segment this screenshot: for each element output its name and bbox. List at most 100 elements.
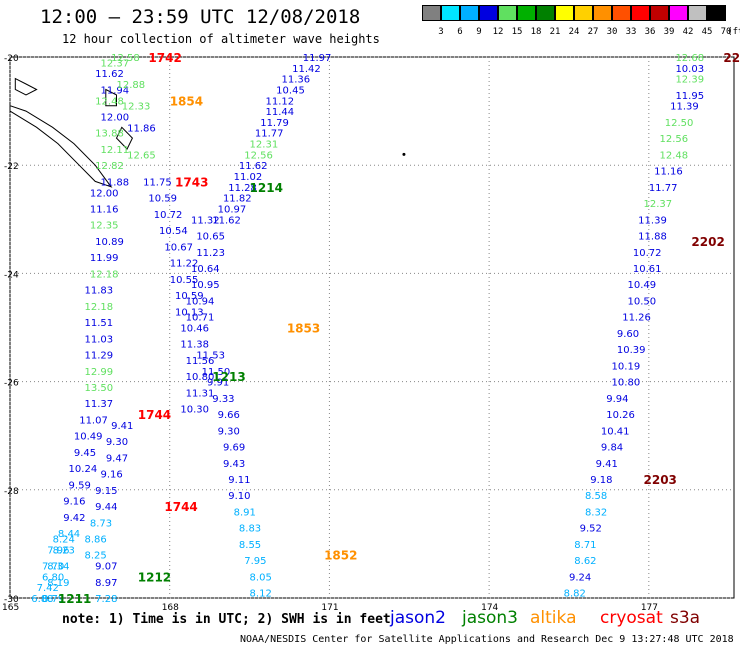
swh-value: 12.00 — [101, 113, 130, 124]
swh-value: 8.55 — [239, 540, 261, 551]
colorbar-swatch — [574, 5, 593, 21]
swh-value: 11.39 — [670, 102, 699, 113]
swh-value: 10.72 — [633, 248, 662, 259]
colorbar-swatch — [707, 5, 726, 21]
colorbar-swatch — [479, 5, 498, 21]
swh-value: 10.24 — [69, 464, 98, 475]
swh-value: 11.62 — [95, 69, 124, 80]
swh-value: 6.88 — [31, 594, 53, 605]
swh-value: 11.36 — [282, 75, 311, 86]
lon-label: 177 — [641, 603, 658, 613]
swh-value: 12.39 — [675, 75, 704, 86]
swh-value: 10.71 — [186, 313, 215, 324]
swh-value: 11.02 — [234, 172, 263, 183]
swh-value: 8.19 — [47, 578, 69, 589]
swh-value: 9.66 — [218, 410, 240, 421]
track-time-label: 1742 — [148, 51, 181, 65]
colorbar-label: 27 — [587, 27, 599, 37]
track-time-label: 1214 — [250, 181, 283, 195]
satellite-legend-s3a: s3a — [670, 608, 701, 628]
swh-value: 7.95 — [244, 556, 266, 567]
swh-value: 12.56 — [659, 134, 688, 145]
map-frame — [9, 56, 735, 599]
swh-value: 10.97 — [218, 204, 247, 215]
coastline — [105, 88, 117, 107]
swh-value: 9.52 — [580, 524, 602, 535]
swh-value: 12.37 — [644, 199, 673, 210]
swh-value: 7.70 — [42, 562, 64, 573]
colorbar-swatch — [536, 5, 555, 21]
swh-value: 10.94 — [186, 296, 215, 307]
swh-value: 11.99 — [90, 253, 119, 264]
map-title: 12:00 – 23:59 UTC 12/08/2018 — [40, 6, 361, 28]
swh-value: 11.77 — [255, 129, 284, 140]
swh-value: 9.11 — [228, 475, 250, 486]
lon-label: 171 — [321, 603, 338, 613]
swh-value: 11.62 — [239, 161, 268, 172]
swh-value: 11.83 — [85, 286, 114, 297]
swh-value: 9.16 — [101, 470, 123, 481]
swh-value: 12.18 — [90, 269, 119, 280]
colorbar-unit: (ft) — [727, 27, 740, 37]
swh-value: 10.59 — [175, 291, 204, 302]
legend-note: note: 1) Time is in UTC; 2) SWH is in fe… — [62, 612, 391, 627]
swh-value: 8.34 — [47, 562, 69, 573]
footer-credits: NOAA/NESDIS Center for Satellite Applica… — [240, 634, 734, 645]
coastline — [14, 77, 38, 96]
swh-value: 8.32 — [585, 507, 607, 518]
swh-value: 12.88 — [116, 80, 145, 91]
swh-value: 11.12 — [266, 96, 295, 107]
swh-value: 11.88 — [638, 232, 667, 243]
coastline — [115, 126, 134, 150]
colorbar-label: 70 — [720, 27, 732, 37]
swh-value: 12.11 — [101, 145, 130, 156]
swh-value: 8.71 — [574, 540, 596, 551]
swh-value: 12.31 — [250, 140, 279, 151]
track-time-label: 1211 — [58, 592, 91, 606]
swh-value: 11.39 — [638, 215, 667, 226]
track-time-label: 1854 — [170, 94, 203, 108]
swh-value: 12.99 — [85, 367, 114, 378]
swh-value: 13.88 — [95, 129, 124, 140]
swh-value: 9.60 — [617, 329, 639, 340]
swh-value: 7.28 — [95, 594, 117, 605]
colorbar-swatch — [460, 5, 479, 21]
swh-value: 11.95 — [675, 91, 704, 102]
colorbar-label: 21 — [549, 27, 561, 37]
swh-value: 12.50 — [665, 118, 694, 129]
lat-label: -20 — [4, 54, 19, 64]
colorbar-swatch — [688, 5, 707, 21]
swh-value: 11.56 — [186, 356, 215, 367]
satellite-legend-cryosat: cryosat — [600, 608, 663, 628]
swh-value: 9.30 — [218, 426, 240, 437]
swh-value: 8.62 — [574, 556, 596, 567]
swh-value: 10.13 — [175, 307, 204, 318]
swh-value: 13.50 — [85, 383, 114, 394]
swh-value: 11.07 — [79, 415, 108, 426]
swh-value: 9.30 — [106, 437, 128, 448]
colorbar-swatch — [593, 5, 612, 21]
lon-label: 165 — [2, 603, 19, 613]
swh-value: 6.80 — [42, 572, 64, 583]
track-time-label: 2202 — [691, 235, 724, 249]
swh-value: 9.16 — [63, 497, 85, 508]
swh-value: 11.31 — [186, 388, 215, 399]
colorbar-swatch — [650, 5, 669, 21]
swh-value: 7.96 — [47, 545, 69, 556]
swh-value: 9.10 — [228, 491, 250, 502]
swh-value: 9.33 — [212, 394, 234, 405]
colorbar-label: 18 — [530, 27, 542, 37]
colorbar-swatch — [631, 5, 650, 21]
track-time-label: 1212 — [138, 570, 171, 584]
swh-value: 12.00 — [90, 188, 119, 199]
colorbar-swatch — [422, 5, 441, 21]
swh-value: 11.75 — [143, 177, 172, 188]
swh-value: 11.22 — [170, 259, 199, 270]
swh-value: 12.48 — [95, 96, 124, 107]
swh-value: 11.51 — [85, 318, 114, 329]
swh-value: 11.23 — [196, 248, 225, 259]
colorbar-label: 24 — [568, 27, 580, 37]
swh-value: 8.91 — [234, 507, 256, 518]
swh-value: 9.45 — [74, 448, 96, 459]
track-time-label: 2203 — [644, 473, 677, 487]
